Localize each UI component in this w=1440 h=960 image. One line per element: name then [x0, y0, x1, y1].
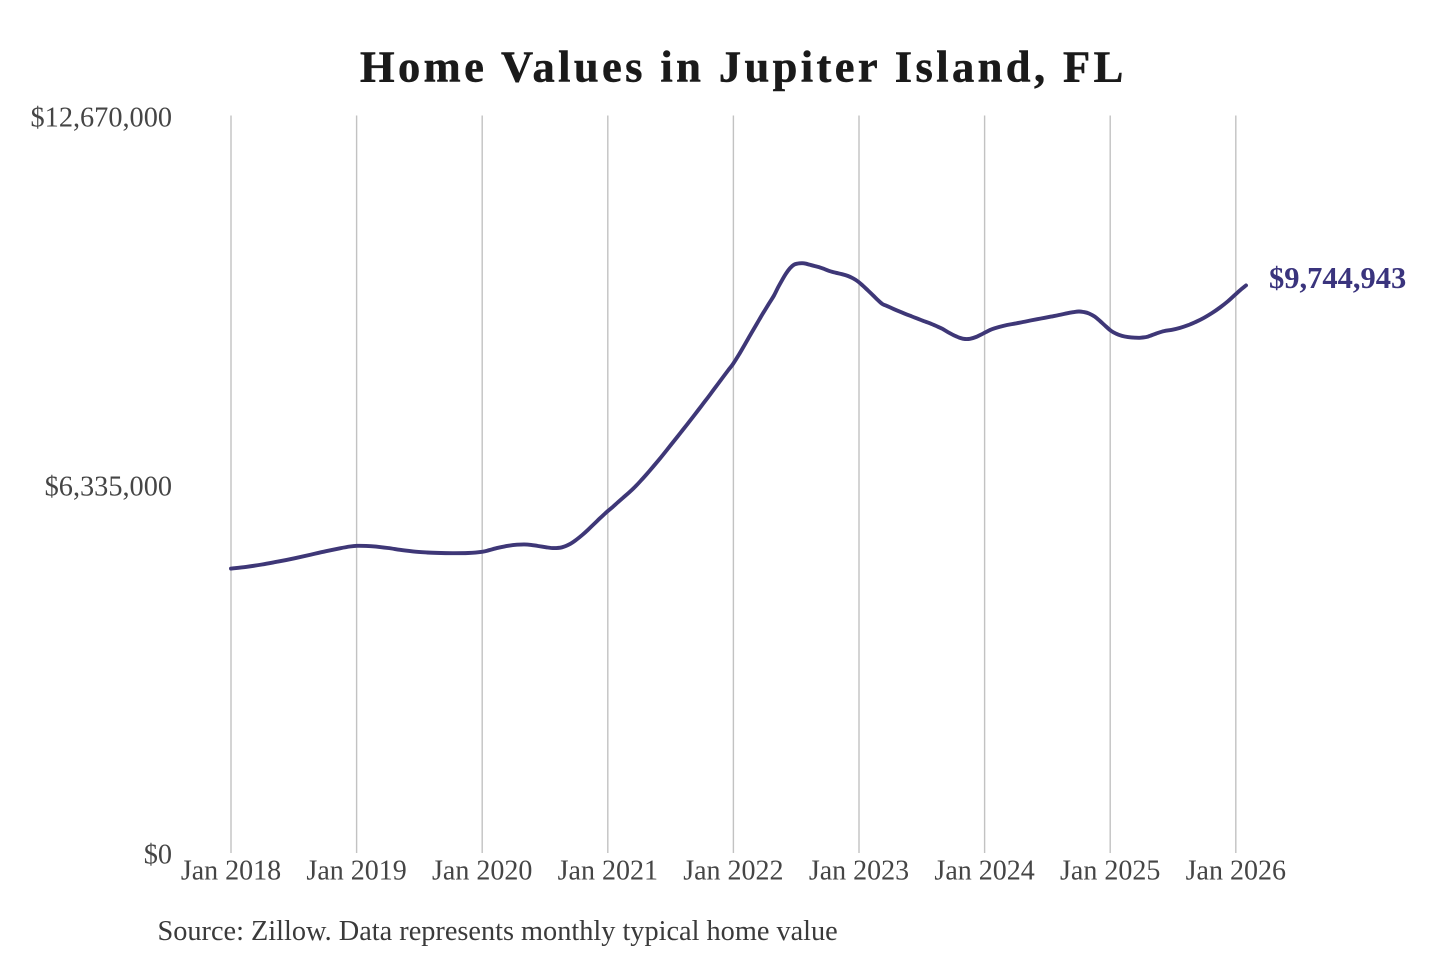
svg-text:Jan 2020: Jan 2020: [432, 856, 532, 887]
svg-text:$0: $0: [144, 840, 172, 871]
svg-text:Jan 2024: Jan 2024: [934, 856, 1034, 887]
svg-text:Jan 2025: Jan 2025: [1060, 856, 1160, 887]
svg-text:Jan 2018: Jan 2018: [181, 856, 281, 887]
svg-text:Home Values in Jupiter Island,: Home Values in Jupiter Island, FL: [360, 42, 1127, 92]
svg-text:$9,744,943: $9,744,943: [1269, 261, 1406, 295]
svg-text:Jan 2022: Jan 2022: [683, 856, 783, 887]
svg-text:$6,335,000: $6,335,000: [45, 472, 172, 503]
svg-text:Jan 2023: Jan 2023: [809, 856, 909, 887]
svg-text:Jan 2026: Jan 2026: [1186, 856, 1286, 887]
svg-text:$12,670,000: $12,670,000: [31, 103, 172, 134]
svg-text:Jan 2019: Jan 2019: [306, 856, 406, 887]
svg-text:Jan 2021: Jan 2021: [558, 856, 658, 887]
svg-text:Source: Zillow. Data represent: Source: Zillow. Data represents monthly …: [158, 916, 838, 947]
